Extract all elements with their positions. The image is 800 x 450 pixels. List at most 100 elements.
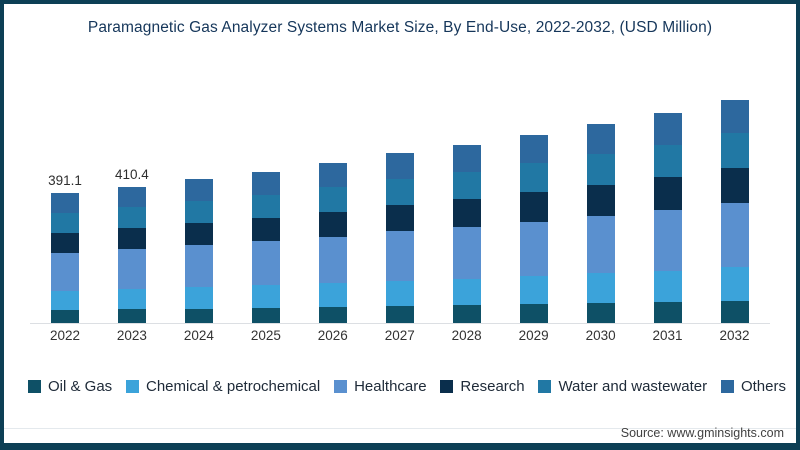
bar-value-label: 410.4 [115,166,149,182]
bar-segment [653,144,682,178]
bar-segment [586,215,615,274]
stacked-bar [51,193,79,323]
bar-segment [318,307,347,323]
bar-segment [586,273,615,304]
bar-segment [519,221,548,277]
bar-segment [251,171,280,195]
stacked-bar [720,100,749,323]
bar-column-2031 [635,73,701,323]
bar-column-2029 [501,73,567,323]
bar-column-2027 [367,73,433,323]
bar-segment [184,200,213,224]
legend-swatch [440,380,454,393]
bar-segment [720,133,749,169]
footer-divider [4,428,796,429]
plot-area: 391.1 2022 410.4 2023 2024 2025 2026 2027 2028 20… [4,4,796,443]
legend: Oil & Gas Chemical & petrochemical Healthc… [4,378,796,395]
bar-column-2032 [702,73,768,323]
stacked-bar [184,179,213,323]
bar-segment [318,163,347,188]
bar-segment [117,207,146,229]
bar-segment [385,178,414,206]
bar-segment [318,236,347,283]
bar-segment [385,231,414,281]
legend-swatch [126,380,139,393]
stacked-bar [385,153,414,323]
bar-segment [117,186,146,208]
stacked-bar [318,163,347,323]
bar-segment [318,211,347,237]
stacked-bar [519,135,548,323]
bar-segment [251,307,280,323]
bar-column-2023: 410.4 [99,73,165,323]
bar-column-2030 [568,73,634,323]
x-tick-label: 2031 [652,328,683,343]
bar-segment [720,300,749,323]
x-tick-label: 2027 [384,328,415,343]
bar-segment [385,205,414,232]
bar-segment [51,252,79,291]
legend-label: Oil & Gas [48,378,113,395]
x-tick-label: 2024 [183,328,214,343]
legend-label: Research [460,378,525,395]
bar-segment [184,287,213,309]
x-tick-label: 2026 [317,328,348,343]
bar-segment [519,163,548,193]
bar-segment [117,249,146,289]
legend-item: Chemical & petrochemical [126,378,320,395]
bar-segment [519,304,548,323]
legend-swatch [538,380,552,393]
bar-segment [51,290,79,310]
legend-item: Water and wastewater [538,378,707,395]
bar-segment [51,232,79,253]
bar-segment [117,288,146,310]
bar-segment [251,217,280,242]
bar-segment [385,153,414,179]
bar-segment [184,245,213,288]
bar-segment [184,308,213,323]
bar-segment [385,306,414,323]
x-tick-label: 2025 [250,328,281,343]
legend-label: Healthcare [354,378,427,395]
bar-segment [452,199,481,227]
bar-segment [51,193,79,213]
bar-segment [653,113,682,145]
bar-segment [519,192,548,222]
bar-segment [586,303,615,323]
legend-swatch [28,380,41,393]
bar-segment [385,280,414,306]
x-tick-label: 2023 [116,328,147,343]
bar-column-2022: 391.1 [32,73,98,323]
stacked-bar [653,113,682,323]
bar-column-2026 [300,73,366,323]
bar-segment [452,144,481,172]
legend-swatch [720,380,734,393]
legend-item: Research [440,378,525,395]
bar-segment [519,135,548,164]
bar-segment [586,184,615,216]
bar-column-2024 [166,73,232,323]
bar-segment [117,309,146,323]
x-tick-label: 2028 [451,328,482,343]
bar-column-2025 [233,73,299,323]
bar-segment [452,171,481,200]
x-tick-label: 2022 [49,328,81,343]
bar-segment [720,202,749,268]
bar-segment [251,241,280,286]
bar-column-2028 [434,73,500,323]
bar-segment [51,310,79,323]
bar-segment [117,228,146,250]
bar-segment [586,154,615,185]
bar-segment [452,305,481,323]
legend-label: Chemical & petrochemical [146,378,321,395]
x-tick-label: 2029 [518,328,549,343]
bar-segment [720,267,749,301]
x-axis-line [30,323,770,324]
bar-segment [586,124,615,155]
stacked-bar [586,124,615,323]
bar-segment [452,278,481,306]
bar-segment [653,177,682,210]
legend-item: Healthcare [334,378,427,395]
legend-label: Others [740,378,786,395]
